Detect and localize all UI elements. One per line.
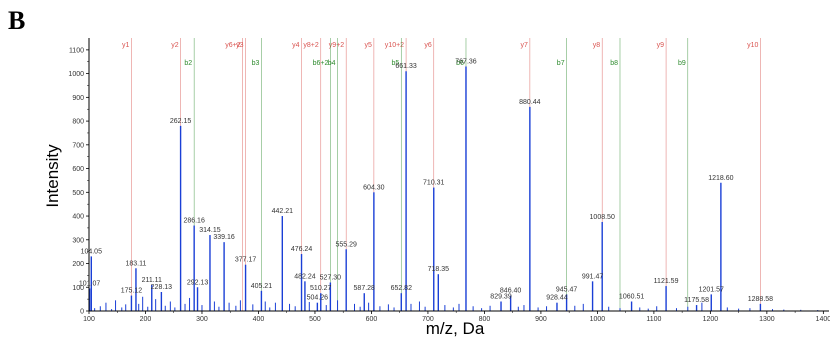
peak-label: 604.30 <box>363 184 385 191</box>
peak-label: 510.27 <box>310 285 332 292</box>
labeled-peaks <box>88 66 762 311</box>
peak-label: 314.15 <box>199 227 221 234</box>
x-tick-label: 1100 <box>646 316 661 323</box>
x-tick-label: 1400 <box>816 316 830 323</box>
x-tick-label: 200 <box>140 316 152 323</box>
y-ion-label: y7 <box>520 42 528 49</box>
peak-label: 1060.51 <box>619 294 644 301</box>
b-ion-label: b3 <box>252 60 260 67</box>
y-tick-label: 600 <box>72 166 84 173</box>
b-ion-label: b6+2 <box>313 60 329 67</box>
peak-label: 527.30 <box>320 275 342 282</box>
x-tick-label: 600 <box>366 316 378 323</box>
y-ion-label: y2 <box>171 42 179 49</box>
y-ion-label: y4 <box>292 42 300 49</box>
peak-label: 718.35 <box>428 266 450 273</box>
x-tick-label: 1300 <box>759 316 775 323</box>
y-tick-label: 0 <box>80 309 84 316</box>
peak-label: 1175.58 <box>684 297 709 304</box>
peak-label: 104.05 <box>81 248 103 255</box>
y-ion-label: y3 <box>236 42 244 49</box>
x-tick-label: 800 <box>479 316 491 323</box>
x-tick-label: 300 <box>196 316 208 323</box>
peak-label: 1201.57 <box>699 286 724 293</box>
y-tick-label: 1000 <box>68 71 84 78</box>
y-tick-label: 800 <box>72 119 84 126</box>
peak-label: 504.26 <box>307 295 329 302</box>
x-axis-title: m/z, Da <box>426 319 485 338</box>
minor-peaks <box>94 296 819 311</box>
peak-label: 482.24 <box>294 273 316 280</box>
peak-label: 991.47 <box>582 273 604 280</box>
y-tick-label: 400 <box>72 214 84 221</box>
peak-label: 377.17 <box>235 257 257 264</box>
y-tick-label: 200 <box>72 261 84 268</box>
peak-label: 1288.58 <box>748 296 773 303</box>
b-ion-label: b4 <box>328 60 336 67</box>
peak-label: 262.15 <box>170 118 192 125</box>
peak-label: 829.39 <box>490 294 512 301</box>
y-ion-label: y10 <box>747 42 758 49</box>
y-ion-label: y8 <box>593 42 601 49</box>
peak-label: 211.11 <box>142 277 162 284</box>
y-axis-title: Intensity <box>43 144 62 208</box>
peak-label: 846.40 <box>500 288 522 295</box>
peak-label: 228.13 <box>151 284 173 291</box>
peak-label: 555.29 <box>335 241 357 248</box>
y-ion-label: y6 <box>424 42 432 49</box>
peak-label: 587.28 <box>354 285 376 292</box>
peak-label: 945.47 <box>556 286 578 293</box>
peak-label: 661.33 <box>395 63 417 70</box>
peak-label: 101.07 <box>79 280 101 287</box>
y-ion-label: y5 <box>364 42 372 49</box>
b-ion-label: b6 <box>456 60 464 67</box>
panel-label: B <box>8 6 26 35</box>
y-ion-label: y8+2 <box>303 42 318 49</box>
x-tick-label: 900 <box>535 316 547 323</box>
y-ion-label: y9+2 <box>329 42 344 49</box>
peak-label: 1121.59 <box>654 278 679 285</box>
b-ion-label: b5 <box>391 60 399 67</box>
y-tick-label: 500 <box>72 190 84 197</box>
y-ion-label: y6+2 <box>225 42 240 49</box>
x-tick-label: 500 <box>309 316 321 323</box>
peak-label: 710.31 <box>423 180 445 187</box>
x-tick-label: 100 <box>83 316 95 323</box>
y-ion-label: y10+2 <box>385 42 404 49</box>
y-tick-label: 1100 <box>69 47 84 54</box>
y-tick-label: 300 <box>72 237 84 244</box>
peak-label: 1008.50 <box>590 214 615 221</box>
y-ion-label: y1 <box>122 42 130 49</box>
peak-label: 880.44 <box>519 99 541 106</box>
y-tick-label: 700 <box>72 142 84 149</box>
peak-label: 183.11 <box>126 260 147 267</box>
peak-label: 175.12 <box>121 288 143 295</box>
x-tick-label: 1000 <box>590 316 606 323</box>
peak-label: 286.16 <box>183 218 205 225</box>
peak-label: 476.24 <box>291 246 313 253</box>
peak-label: 767.36 <box>455 58 477 65</box>
peak-label: 442.21 <box>272 208 294 215</box>
b-ion-label: b9 <box>678 60 686 67</box>
y-ion-label: y9 <box>657 42 665 49</box>
y-tick-label: 100 <box>72 285 84 292</box>
b-ion-label: b8 <box>610 60 618 67</box>
x-tick-label: 400 <box>253 316 265 323</box>
peak-label: 1218.60 <box>708 175 733 182</box>
x-tick-label: 700 <box>422 316 434 323</box>
x-tick-label: 1200 <box>703 316 719 323</box>
b-ion-label: b7 <box>557 60 565 67</box>
peak-label: 405.21 <box>251 283 273 290</box>
b-ion-label: b2 <box>184 60 192 67</box>
peak-label: 339.16 <box>213 234 235 241</box>
peak-label: 928.44 <box>546 295 568 302</box>
peak-label: 292.13 <box>187 279 209 286</box>
y-tick-label: 900 <box>72 95 84 102</box>
peak-label: 652.82 <box>391 285 413 292</box>
